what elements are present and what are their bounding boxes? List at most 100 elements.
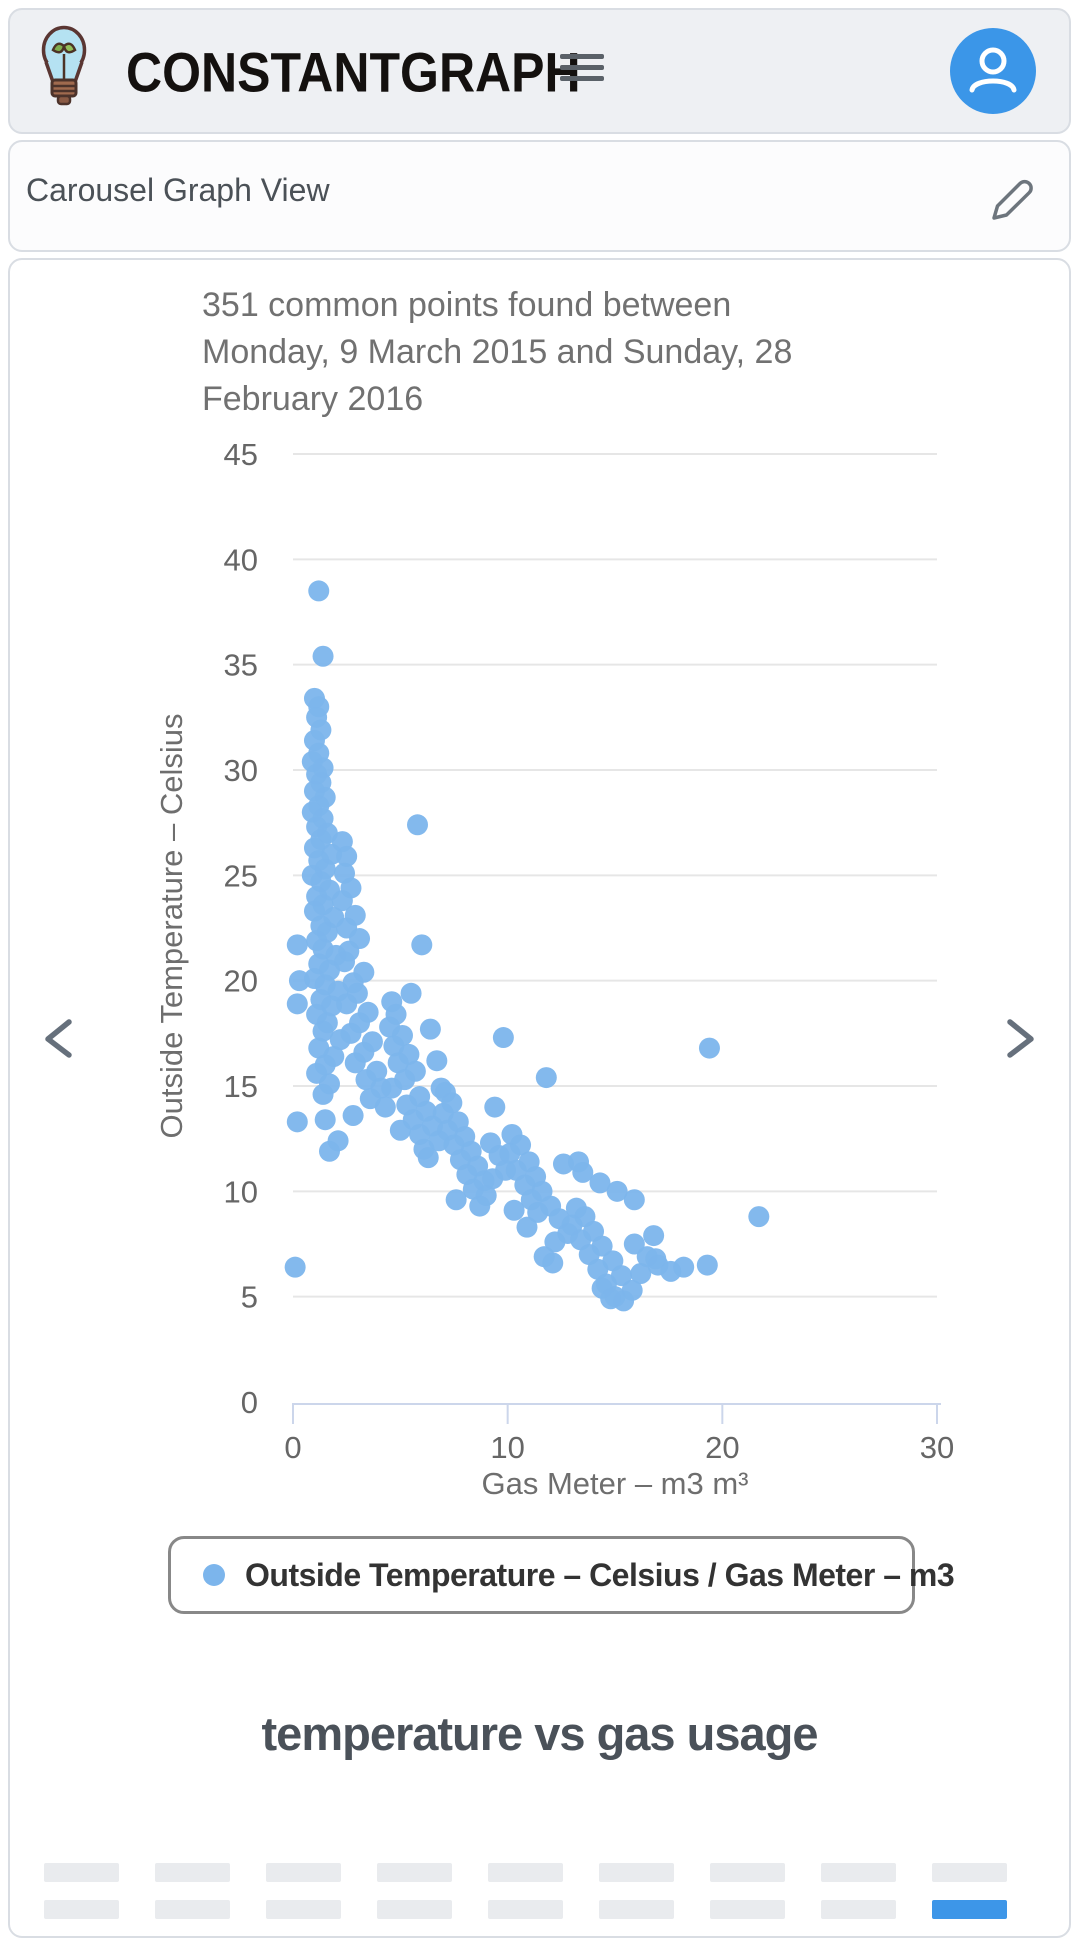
skeleton-cell xyxy=(488,1863,563,1882)
y-tick-label: 30 xyxy=(224,753,258,788)
avatar-button[interactable] xyxy=(950,28,1036,114)
y-tick-label: 40 xyxy=(224,542,258,577)
data-point xyxy=(535,1067,557,1089)
data-point xyxy=(482,1168,504,1190)
y-tick-label: 35 xyxy=(224,648,258,683)
toolbar-card xyxy=(8,140,1071,252)
skeleton-cell xyxy=(599,1900,674,1919)
data-point xyxy=(336,993,358,1015)
y-tick-label: 10 xyxy=(224,1174,258,1209)
data-point xyxy=(312,645,334,667)
brand-lightbulb-icon xyxy=(41,25,87,106)
data-point xyxy=(286,934,308,956)
data-point xyxy=(312,1020,334,1042)
carousel-next-button[interactable] xyxy=(999,1008,1045,1068)
person-icon xyxy=(969,47,1017,93)
data-point xyxy=(312,1083,334,1105)
data-point xyxy=(336,845,358,867)
data-point xyxy=(589,1172,611,1194)
data-point xyxy=(503,1199,525,1221)
skeleton-cell xyxy=(710,1863,785,1882)
data-point xyxy=(286,993,308,1015)
data-point xyxy=(342,1104,364,1126)
data-point xyxy=(374,1096,396,1118)
data-point xyxy=(492,1027,514,1049)
legend-marker-dot xyxy=(203,1564,225,1586)
data-point xyxy=(426,1050,448,1072)
data-point xyxy=(340,1022,362,1044)
legend[interactable]: Outside Temperature – Celsius / Gas Mete… xyxy=(168,1536,955,1614)
data-point xyxy=(568,1151,590,1173)
skeleton-cell xyxy=(155,1863,230,1882)
skeleton-cell xyxy=(155,1900,230,1919)
data-point xyxy=(400,982,422,1004)
pencil-icon xyxy=(992,179,1033,220)
data-point xyxy=(499,1142,521,1164)
data-point xyxy=(344,1052,366,1074)
data-point xyxy=(411,934,433,956)
skeleton-cell xyxy=(821,1900,896,1919)
skeleton-cell xyxy=(821,1863,896,1882)
data-point xyxy=(417,1147,439,1169)
data-point xyxy=(288,970,310,992)
data-point xyxy=(673,1256,695,1278)
edit-button[interactable] xyxy=(984,172,1038,226)
x-tick-label: 0 xyxy=(284,1430,301,1465)
y-tick-label: 25 xyxy=(224,858,258,893)
graph-heading: temperature vs gas usage xyxy=(261,1707,819,1760)
y-tick-label: 45 xyxy=(224,437,258,472)
skeleton-cell xyxy=(266,1863,341,1882)
data-point xyxy=(419,1018,441,1040)
x-axis-title: Gas Meter – m3 m³ xyxy=(481,1466,749,1501)
skeleton-cell xyxy=(932,1863,1007,1882)
skeleton-cell xyxy=(44,1863,119,1882)
data-point xyxy=(748,1206,770,1228)
data-point xyxy=(314,1109,336,1131)
data-point xyxy=(613,1290,635,1312)
data-point xyxy=(696,1254,718,1276)
skeleton-cell xyxy=(44,1900,119,1919)
data-point xyxy=(331,890,353,912)
y-tick-label: 5 xyxy=(241,1280,258,1315)
data-point xyxy=(286,1111,308,1133)
y-tick-label: 15 xyxy=(224,1069,258,1104)
data-point xyxy=(533,1246,555,1268)
data-point xyxy=(516,1216,538,1238)
x-tick-label: 10 xyxy=(490,1430,524,1465)
data-point xyxy=(630,1262,652,1284)
skeleton-cell xyxy=(932,1900,1007,1919)
data-point xyxy=(484,1096,506,1118)
data-point xyxy=(308,580,330,602)
skeleton-cell xyxy=(488,1900,563,1919)
header-card xyxy=(8,8,1071,134)
brand-wordmark: CONSTANTGRAPH xyxy=(126,41,581,104)
x-tick-label: 20 xyxy=(705,1430,739,1465)
data-point xyxy=(606,1180,628,1202)
skeleton-cell xyxy=(710,1900,785,1919)
x-tick-label: 30 xyxy=(920,1430,954,1465)
data-point xyxy=(381,1077,403,1099)
data-point xyxy=(407,814,429,836)
page-title: Carousel Graph View xyxy=(26,172,330,208)
data-point xyxy=(623,1233,645,1255)
data-point xyxy=(544,1231,566,1253)
legend-label: Outside Temperature – Celsius / Gas Mete… xyxy=(245,1556,955,1593)
hamburger-icon xyxy=(560,53,604,59)
y-tick-label: 0 xyxy=(241,1385,258,1420)
data-point xyxy=(623,1189,645,1211)
data-point xyxy=(327,1130,349,1152)
data-point xyxy=(334,951,356,973)
data-point xyxy=(387,1052,409,1074)
carousel-prev-button[interactable] xyxy=(34,1008,80,1068)
skeleton-cell xyxy=(377,1900,452,1919)
chevron-right-icon xyxy=(1007,1019,1034,1058)
skeleton-cell xyxy=(599,1863,674,1882)
chart-title: 351 common points found between Monday, … xyxy=(202,286,793,418)
data-point xyxy=(445,1189,467,1211)
data-point xyxy=(469,1195,491,1217)
chevron-left-icon xyxy=(45,1019,72,1058)
menu-button[interactable] xyxy=(553,48,611,92)
data-point xyxy=(284,1256,306,1278)
